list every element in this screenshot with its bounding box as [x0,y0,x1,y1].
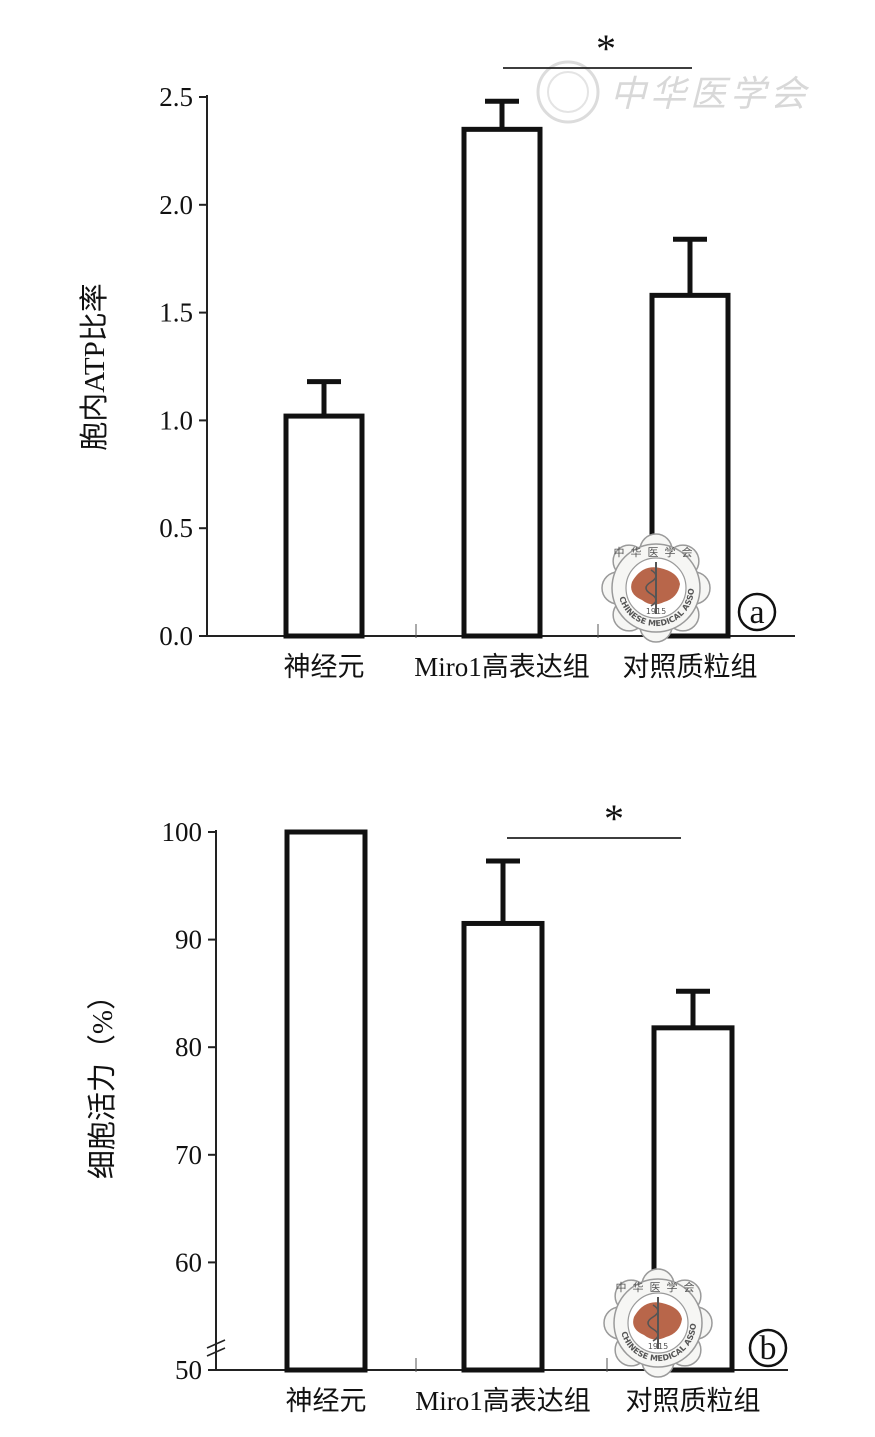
bar [284,829,368,1373]
axis-break-mark [206,1339,226,1349]
y-tick-label: 80 [175,1032,202,1062]
y-tick-label: 0.0 [159,621,193,651]
watermark: 中华医学会 [536,60,810,124]
panel-label-circle [748,1328,788,1368]
y-tick-label: 90 [175,925,202,955]
watermark-text: 中华医学会 [610,74,810,115]
y-tick-label: 1.0 [159,405,193,435]
watermark-seal-icon [536,60,600,124]
category-label: 神经元 [286,1386,367,1416]
category-label: Miro1高表达组 [414,652,590,682]
y-tick-label: 2.5 [159,82,193,112]
logo-top-text: 中华医学会 [614,545,699,559]
bar [461,920,545,1373]
y-tick-label: 0.5 [159,513,193,543]
category-label: 对照质粒组 [626,1386,761,1416]
logo-year: 1915 [646,607,666,616]
logo-serpent [645,569,657,607]
y-axis-label: 胞内ATP比率 [78,283,111,451]
significance-star: * [604,796,624,841]
y-tick-label: 100 [162,817,203,847]
bar [283,413,365,639]
panel-label: a [749,594,764,631]
bar [461,126,543,639]
y-axis-label: 细胞活力（%） [86,981,119,1179]
panel-label: b [760,1330,777,1367]
y-tick-label: 2.0 [159,190,193,220]
category-label: 神经元 [284,652,365,682]
y-tick-label: 70 [175,1140,202,1170]
logo-year: 1915 [648,1342,668,1351]
y-tick-label: 60 [175,1247,202,1277]
axis-break-mark [206,1347,226,1357]
category-label: Miro1高表达组 [415,1386,591,1416]
y-tick-label: 1.5 [159,298,193,328]
panel-label-circle [737,592,777,632]
logo-serpent [647,1304,659,1342]
y-tick-label: 50 [175,1355,202,1385]
significance-star: * [596,26,616,71]
logo-top-text: 中华医学会 [616,1280,701,1294]
category-label: 对照质粒组 [623,652,758,682]
